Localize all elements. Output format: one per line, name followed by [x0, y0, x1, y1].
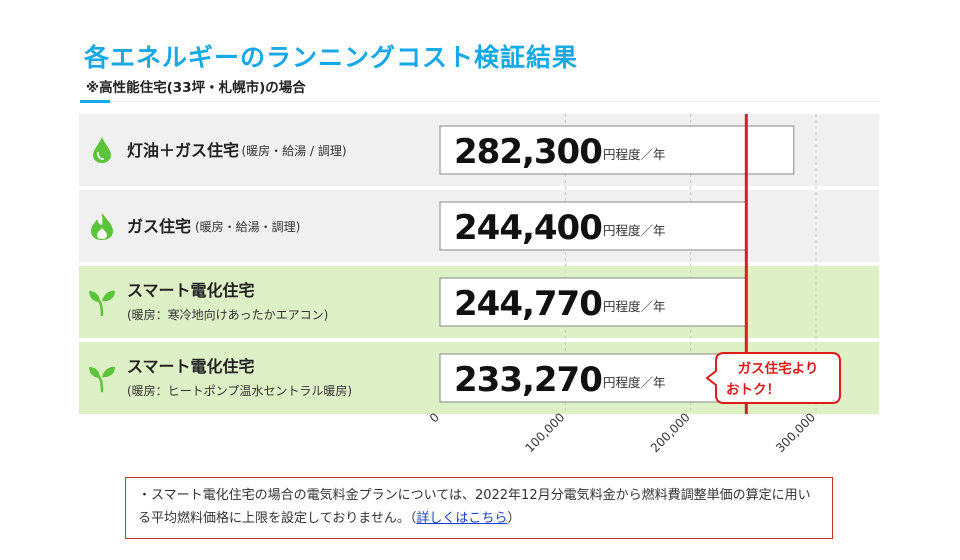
callout-text: おトク！	[726, 382, 780, 398]
sprout-icon	[89, 366, 115, 393]
x-tick-label: 200,000	[648, 410, 693, 455]
row-name: ガス住宅	[127, 217, 191, 236]
row-detail: (暖房：寒冷地向けあったかエアコン)	[127, 307, 328, 322]
row-name: スマート電化住宅	[127, 357, 255, 376]
title-accent-bar	[80, 100, 110, 103]
row-detail: (暖房・給湯 / 調理)	[242, 143, 347, 158]
running-cost-chart: 灯油＋ガス住宅 (暖房・給湯 / 調理) 282,300 円程度／年 ガス住宅 (暖房・…	[79, 114, 879, 455]
bar-value-label: 244,400	[454, 208, 602, 248]
footnote-text: ・スマート電化住宅の場合の電気料金プランについては、2022年12月分電気料金か…	[138, 488, 811, 526]
sprout-icon	[89, 290, 115, 317]
bar-unit-label: 円程度／年	[603, 147, 666, 162]
details-link[interactable]: 詳しくはこちら	[416, 511, 508, 526]
bar	[439, 201, 747, 251]
flame-icon	[91, 213, 113, 240]
callout-text: ガス住宅より	[738, 360, 819, 377]
bar-value-label: 282,300	[454, 132, 602, 172]
callout-bubble	[705, 352, 841, 404]
x-tick-label: 300,000	[773, 410, 818, 455]
oil-drop-icon	[93, 137, 111, 163]
x-tick-label: 100,000	[522, 410, 567, 455]
bar-value-label: 244,770	[454, 284, 602, 324]
bar	[439, 125, 795, 175]
bar-unit-label: 円程度／年	[603, 299, 666, 314]
row-name: 灯油＋ガス住宅	[127, 141, 239, 160]
row-detail: (暖房：ヒートポンプ温水セントラル暖房)	[127, 383, 352, 398]
bar-unit-label: 円程度／年	[603, 375, 666, 390]
bar	[439, 353, 733, 403]
title-divider	[80, 101, 880, 102]
page-subtitle: ※高性能住宅(33坪・札幌市)の場合	[86, 80, 306, 96]
footnote-box: ・スマート電化住宅の場合の電気料金プランについては、2022年12月分電気料金か…	[125, 477, 833, 539]
bar-unit-label: 円程度／年	[603, 223, 666, 238]
bar-value-label: 233,270	[454, 360, 602, 400]
row-name: スマート電化住宅	[127, 281, 255, 300]
bar	[439, 277, 748, 327]
footnote-suffix: ）	[507, 511, 521, 526]
page-title: 各エネルギーのランニングコスト検証結果	[84, 43, 579, 72]
row-detail: (暖房・給湯・調理)	[195, 219, 300, 234]
